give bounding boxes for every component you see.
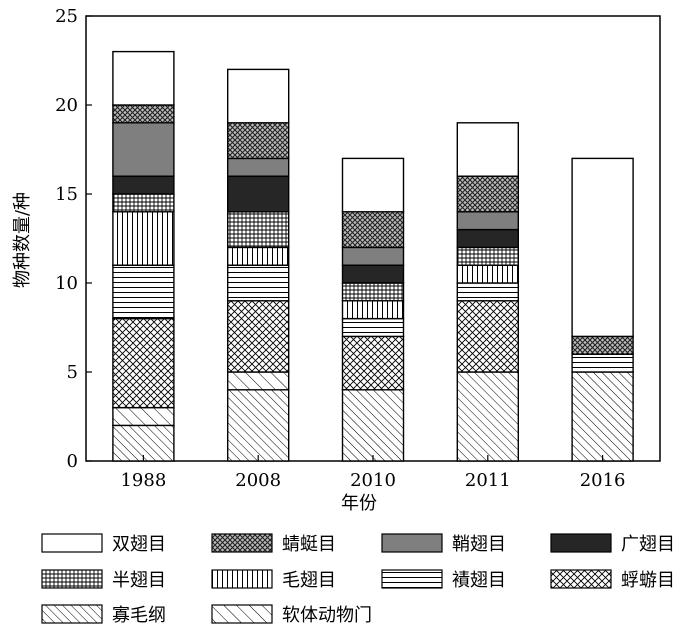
bar-segment-毛翅目-2008 bbox=[226, 246, 290, 266]
bar-2016 bbox=[571, 157, 634, 462]
y-tick-label: 25 bbox=[55, 6, 78, 27]
legend-swatch bbox=[381, 533, 443, 553]
x-tick-label: 2010 bbox=[350, 470, 396, 491]
ticks: 0 5 10 15 20 25 1988 2008 2010 2011 2016 bbox=[55, 6, 625, 491]
bar-segment-半翅目-1988 bbox=[112, 193, 175, 213]
bar-2010 bbox=[341, 157, 405, 462]
bar-segment-寡毛纲-2010 bbox=[341, 389, 405, 462]
legend-label: 软体动物门 bbox=[282, 605, 372, 626]
x-tick-label: 1988 bbox=[120, 470, 166, 491]
bar-segment-蜉蝣目-2011 bbox=[456, 300, 519, 373]
legend-swatch bbox=[211, 604, 273, 624]
legend-item-鞘翅目: 鞘翅目 bbox=[381, 533, 506, 555]
legend-item-软体动物门: 软体动物门 bbox=[211, 604, 372, 626]
legend-label: 双翅目 bbox=[112, 534, 166, 555]
x-axis-label: 年份 bbox=[341, 493, 377, 514]
legend-item-半翅目: 半翅目 bbox=[41, 569, 166, 591]
y-tick-label: 20 bbox=[55, 95, 78, 116]
bar-segment-蜻蜓目-1988 bbox=[112, 104, 175, 124]
bar-segment-软体动物门-1988 bbox=[112, 406, 175, 427]
bar-segment-蜻蜓目-2008 bbox=[226, 122, 290, 160]
bar-segment-软体动物门-2008 bbox=[226, 371, 290, 391]
bar-segment-半翅目-2010 bbox=[341, 282, 405, 302]
bar-segment-广翅目-2010 bbox=[341, 264, 405, 284]
x-tick-label: 2011 bbox=[465, 470, 511, 491]
legend-label: 蜻蜓目 bbox=[282, 534, 336, 555]
bar-2011 bbox=[456, 122, 519, 462]
x-tick-label: 2008 bbox=[235, 470, 281, 491]
bar-segment-广翅目-2011 bbox=[456, 228, 519, 249]
bar-segment-双翅目-1988 bbox=[112, 50, 175, 106]
bar-segment-鞘翅目-1988 bbox=[112, 122, 175, 177]
bar-segment-寡毛纲-2016 bbox=[571, 371, 634, 462]
bar-segment-毛翅目-2010 bbox=[341, 300, 405, 320]
bar-segment-蜻蜓目-2011 bbox=[456, 175, 519, 213]
bar-segment-蜉蝣目-2008 bbox=[226, 300, 290, 373]
bar-segment-双翅目-2016 bbox=[571, 157, 634, 338]
legend-item-蜻蜓目: 蜻蜓目 bbox=[211, 533, 336, 555]
bar-segment-双翅目-2010 bbox=[341, 157, 405, 213]
bar-segment-鞘翅目-2010 bbox=[341, 246, 405, 266]
legend-item-双翅目: 双翅目 bbox=[41, 533, 166, 555]
bar-segment-蜻蜓目-2016 bbox=[571, 335, 634, 355]
bar-segment-襀翅目-2011 bbox=[456, 282, 519, 302]
bar-segment-双翅目-2008 bbox=[226, 68, 290, 124]
legend-item-毛翅目: 毛翅目 bbox=[211, 569, 336, 591]
bar-segment-蜻蜓目-2010 bbox=[341, 211, 405, 249]
legend-label: 毛翅目 bbox=[282, 570, 336, 591]
bar-segment-双翅目-2011 bbox=[456, 122, 519, 177]
legend-label: 蜉蝣目 bbox=[621, 570, 675, 591]
bar-segment-半翅目-2011 bbox=[456, 246, 519, 266]
bar-segment-半翅目-2008 bbox=[226, 211, 290, 249]
bar-segment-广翅目-1988 bbox=[112, 175, 175, 195]
legend-swatch bbox=[550, 533, 612, 553]
x-tick-label: 2016 bbox=[580, 470, 626, 491]
bar-segment-襀翅目-2016 bbox=[571, 353, 634, 373]
bar-segment-毛翅目-2011 bbox=[456, 264, 519, 284]
legend-label: 襀翅目 bbox=[452, 570, 506, 591]
bar-segment-蜉蝣目-1988 bbox=[112, 317, 175, 409]
bar-segment-襀翅目-2008 bbox=[226, 264, 290, 302]
y-axis-label: 物种数量/种 bbox=[12, 192, 33, 288]
y-tick-label: 5 bbox=[67, 362, 78, 383]
legend-swatch bbox=[41, 569, 103, 589]
legend-label: 鞘翅目 bbox=[452, 534, 506, 555]
legend-item-蜉蝣目: 蜉蝣目 bbox=[550, 569, 675, 591]
bar-segment-广翅目-2008 bbox=[226, 175, 290, 213]
legend-item-襀翅目: 襀翅目 bbox=[381, 569, 506, 591]
legend-item-广翅目: 广翅目 bbox=[550, 533, 675, 555]
legend-label: 广翅目 bbox=[621, 534, 675, 555]
y-tick-label: 15 bbox=[55, 184, 78, 205]
legend-item-寡毛纲: 寡毛纲 bbox=[41, 604, 166, 626]
legend-swatch bbox=[211, 533, 273, 553]
bar-segment-寡毛纲-2008 bbox=[226, 389, 290, 462]
legend-label: 寡毛纲 bbox=[112, 605, 166, 626]
bar-segment-蜉蝣目-2010 bbox=[341, 335, 405, 391]
bar-2008 bbox=[226, 68, 290, 462]
bar-segment-襀翅目-2010 bbox=[341, 317, 405, 338]
y-tick-label: 10 bbox=[55, 273, 78, 294]
legend-swatch bbox=[550, 569, 612, 589]
legend-label: 半翅目 bbox=[112, 570, 166, 591]
bar-segment-鞘翅目-2011 bbox=[456, 211, 519, 231]
y-tick-label: 0 bbox=[67, 451, 78, 472]
legend-swatch bbox=[211, 569, 273, 589]
legend-swatch bbox=[41, 604, 103, 624]
bars bbox=[112, 50, 634, 462]
bar-segment-毛翅目-1988 bbox=[112, 211, 175, 266]
bar-segment-襀翅目-1988 bbox=[112, 264, 175, 320]
bar-segment-寡毛纲-2011 bbox=[456, 371, 519, 462]
bar-1988 bbox=[112, 50, 175, 462]
legend-swatch bbox=[41, 533, 103, 553]
bar-segment-鞘翅目-2008 bbox=[226, 157, 290, 177]
legend-swatch bbox=[381, 569, 443, 589]
